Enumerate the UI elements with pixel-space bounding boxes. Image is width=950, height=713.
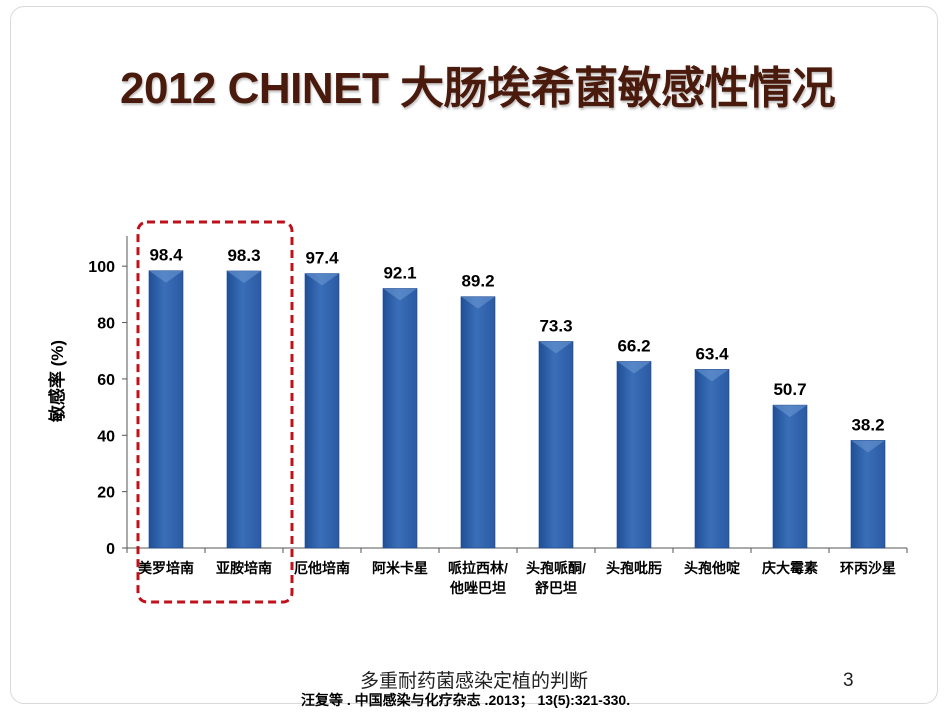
data-label: 98.3	[227, 246, 260, 265]
y-tick-label: 0	[106, 541, 115, 558]
bar	[226, 270, 262, 549]
bar-bevel	[383, 288, 417, 301]
y-tick-label: 40	[97, 428, 115, 445]
citation: 汪复等 . 中国感染与化疗杂志 .2013； 13(5):321-330.	[301, 692, 631, 708]
x-tick-label: 厄他培南	[294, 560, 350, 576]
bar	[538, 341, 574, 549]
bar-bevel	[773, 405, 807, 418]
page-number: 3	[843, 670, 854, 691]
x-tick-label: 头孢吡肟	[606, 560, 662, 576]
footer-topic: 多重耐药菌感染定植的判断	[360, 671, 589, 692]
y-tick-label: 100	[88, 259, 115, 276]
data-label: 97.4	[305, 249, 339, 268]
x-tick-label: 头孢他啶	[684, 560, 740, 576]
bar-bevel	[851, 440, 885, 453]
data-label: 63.4	[695, 344, 729, 363]
x-tick-label: 哌拉西林/	[448, 560, 508, 576]
bar	[694, 369, 730, 549]
data-label: 98.4	[149, 246, 183, 265]
x-tick-label: 环丙沙星	[840, 560, 896, 576]
bar-bevel	[149, 270, 183, 283]
x-tick-label: 头孢哌酮/	[526, 560, 586, 576]
data-label: 38.2	[851, 415, 884, 434]
bar	[382, 288, 418, 549]
bar	[460, 296, 496, 549]
y-axis-title: 敏感率 (%)	[47, 340, 67, 423]
slide-title: 2012 CHINET 大肠埃希菌敏感性情况	[120, 64, 836, 113]
data-label: 50.7	[773, 380, 806, 399]
x-tick-label: 阿米卡星	[372, 560, 428, 576]
bar	[148, 270, 184, 549]
data-label: 89.2	[461, 272, 494, 291]
x-tick-label: 舒巴坦	[535, 580, 577, 596]
y-tick-label: 80	[97, 316, 115, 333]
x-tick-label: 美罗培南	[138, 560, 194, 576]
bar-bevel	[305, 273, 339, 286]
bar-bevel	[461, 296, 495, 309]
x-tick-label: 他唑巴坦	[449, 580, 506, 596]
highlight-box	[136, 220, 294, 604]
bar-bevel	[617, 361, 651, 374]
bar	[304, 273, 340, 549]
bar	[616, 361, 652, 549]
y-tick-label: 20	[97, 485, 115, 502]
bar-bevel	[539, 341, 573, 354]
x-tick-label: 庆大霉素	[762, 560, 818, 576]
bar-bevel	[695, 369, 729, 382]
bar-bevel	[227, 270, 261, 283]
bar	[850, 440, 886, 549]
y-tick-label: 60	[97, 372, 115, 389]
data-label: 92.1	[383, 263, 416, 282]
bar	[772, 404, 808, 549]
data-label: 73.3	[539, 316, 572, 335]
x-tick-label: 亚胺培南	[216, 560, 272, 576]
data-label: 66.2	[617, 336, 650, 355]
